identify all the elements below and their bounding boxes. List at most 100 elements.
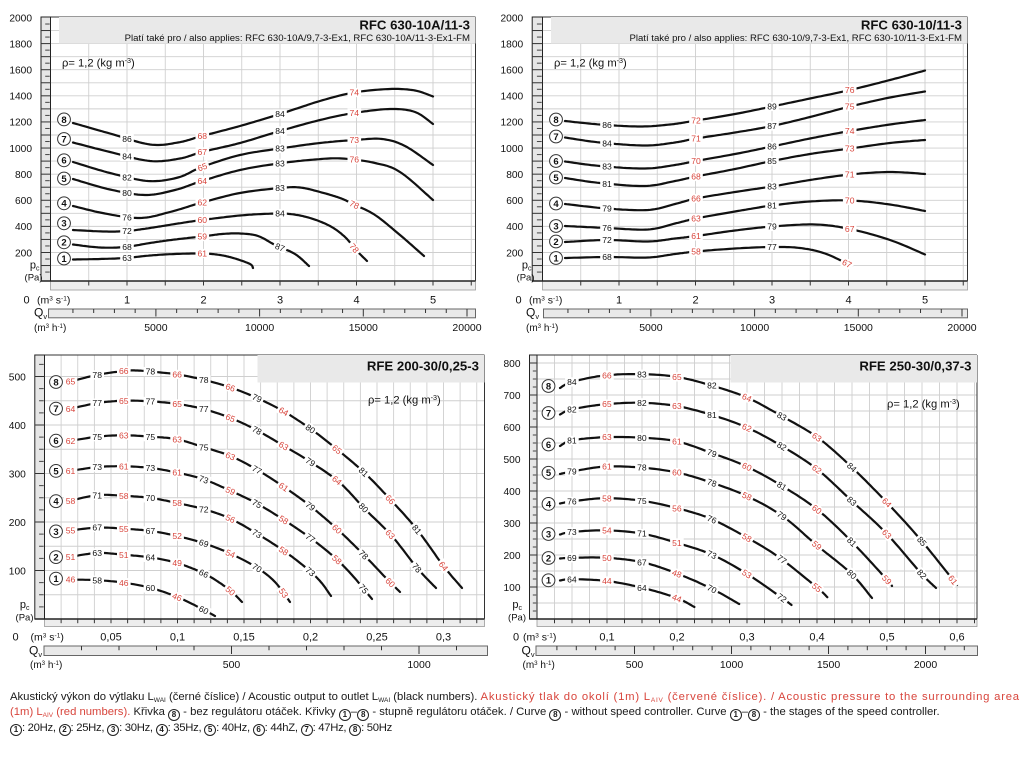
svg-text:67: 67 xyxy=(840,257,853,270)
svg-text:(m3 h-1): (m3 h-1) xyxy=(30,660,62,671)
svg-text:8: 8 xyxy=(546,381,551,392)
svg-text:58: 58 xyxy=(66,496,76,506)
svg-text:500: 500 xyxy=(9,372,26,383)
svg-text:600: 600 xyxy=(15,196,32,207)
svg-text:2000: 2000 xyxy=(914,659,938,671)
svg-text:Platí také pro / also applies:: Platí také pro / also applies: RFC 630-1… xyxy=(629,33,962,44)
svg-text:4: 4 xyxy=(53,497,59,508)
svg-text:73: 73 xyxy=(250,527,264,541)
svg-text:(m3 h-1): (m3 h-1) xyxy=(526,323,558,334)
svg-text:81: 81 xyxy=(775,479,789,493)
svg-text:Platí také pro / also applies:: Platí také pro / also applies: RFC 630-1… xyxy=(125,33,470,44)
svg-text:67: 67 xyxy=(637,557,647,567)
svg-text:400: 400 xyxy=(504,487,521,498)
svg-text:72: 72 xyxy=(122,226,132,236)
svg-text:81: 81 xyxy=(707,410,717,420)
svg-text:1800: 1800 xyxy=(501,39,524,50)
svg-text:64: 64 xyxy=(277,405,290,419)
svg-text:0,05: 0,05 xyxy=(100,632,121,644)
svg-text:56: 56 xyxy=(672,503,682,513)
svg-text:1200: 1200 xyxy=(9,118,32,129)
svg-text:74: 74 xyxy=(350,108,360,118)
svg-text:pc: pc xyxy=(512,599,522,612)
svg-text:1: 1 xyxy=(546,576,552,587)
svg-text:15000: 15000 xyxy=(844,322,873,334)
svg-text:78: 78 xyxy=(146,367,156,377)
svg-text:46: 46 xyxy=(66,575,76,585)
svg-text:1600: 1600 xyxy=(501,66,524,77)
svg-text:3: 3 xyxy=(277,295,283,307)
svg-text:81: 81 xyxy=(602,179,612,189)
svg-text:74: 74 xyxy=(350,88,360,98)
svg-text:400: 400 xyxy=(9,421,26,432)
svg-text:72: 72 xyxy=(602,235,612,245)
svg-text:8: 8 xyxy=(553,115,558,126)
svg-text:84: 84 xyxy=(275,126,285,136)
svg-text:60: 60 xyxy=(197,603,210,616)
svg-text:76: 76 xyxy=(602,223,612,233)
svg-text:67: 67 xyxy=(198,147,208,157)
svg-text:58: 58 xyxy=(119,491,129,501)
svg-text:65: 65 xyxy=(224,412,237,425)
svg-text:0: 0 xyxy=(515,295,521,307)
svg-text:67: 67 xyxy=(845,224,855,234)
svg-text:600: 600 xyxy=(506,196,523,207)
svg-text:61: 61 xyxy=(672,437,682,447)
svg-text:63: 63 xyxy=(691,214,701,224)
svg-text:4: 4 xyxy=(546,499,552,510)
svg-text:4: 4 xyxy=(61,199,67,210)
svg-text:3: 3 xyxy=(546,529,551,540)
svg-text:73: 73 xyxy=(845,144,855,154)
svg-text:200: 200 xyxy=(504,551,521,562)
svg-text:83: 83 xyxy=(775,410,788,424)
svg-text:75: 75 xyxy=(250,497,263,510)
svg-text:7: 7 xyxy=(546,408,551,419)
svg-text:83: 83 xyxy=(275,158,285,168)
svg-text:65: 65 xyxy=(119,396,129,406)
svg-text:20000: 20000 xyxy=(947,322,976,334)
svg-text:0,5: 0,5 xyxy=(879,632,894,644)
svg-text:5: 5 xyxy=(553,173,559,184)
svg-text:ρ= 1,2 (kg m-3): ρ= 1,2 (kg m-3) xyxy=(62,56,135,70)
svg-text:44: 44 xyxy=(671,592,684,605)
svg-text:71: 71 xyxy=(92,490,102,500)
svg-text:77: 77 xyxy=(92,398,102,408)
svg-text:1: 1 xyxy=(53,574,59,585)
svg-text:4: 4 xyxy=(553,199,559,210)
svg-text:6: 6 xyxy=(553,156,558,167)
svg-text:1000: 1000 xyxy=(720,659,744,671)
svg-text:pc: pc xyxy=(30,260,40,273)
svg-text:52: 52 xyxy=(172,531,182,541)
svg-text:55: 55 xyxy=(66,526,76,536)
svg-text:81: 81 xyxy=(767,201,777,211)
svg-text:84: 84 xyxy=(122,152,132,162)
svg-text:58: 58 xyxy=(740,531,753,545)
svg-text:75: 75 xyxy=(146,432,156,442)
svg-text:500: 500 xyxy=(223,659,241,671)
svg-text:10000: 10000 xyxy=(245,322,274,334)
svg-text:5000: 5000 xyxy=(639,322,663,334)
svg-text:67: 67 xyxy=(146,526,156,536)
svg-text:0: 0 xyxy=(23,295,29,307)
svg-text:68: 68 xyxy=(691,172,701,182)
svg-text:63: 63 xyxy=(119,430,129,440)
svg-text:58: 58 xyxy=(740,490,753,503)
svg-text:86: 86 xyxy=(602,120,612,130)
svg-text:65: 65 xyxy=(172,399,182,409)
svg-text:2: 2 xyxy=(61,238,66,249)
svg-text:60: 60 xyxy=(740,460,753,473)
svg-text:5: 5 xyxy=(546,468,552,479)
svg-text:64: 64 xyxy=(740,391,753,404)
svg-text:61: 61 xyxy=(602,462,612,472)
svg-text:3: 3 xyxy=(61,219,66,230)
svg-text:(m3 s-1): (m3 s-1) xyxy=(31,632,64,644)
svg-text:5: 5 xyxy=(61,174,67,185)
svg-text:1800: 1800 xyxy=(9,39,32,50)
svg-text:65: 65 xyxy=(66,377,76,387)
svg-text:77: 77 xyxy=(146,397,156,407)
svg-text:0,3: 0,3 xyxy=(436,632,451,644)
svg-text:60: 60 xyxy=(146,583,156,593)
svg-text:Qv: Qv xyxy=(29,644,42,660)
svg-text:63: 63 xyxy=(602,432,612,442)
svg-text:86: 86 xyxy=(767,142,777,152)
